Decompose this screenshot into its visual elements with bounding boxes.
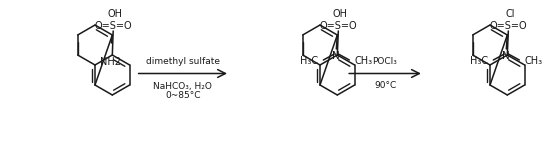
Text: NH2: NH2 xyxy=(100,57,121,67)
Text: 90°C: 90°C xyxy=(374,81,396,91)
Text: O=S=O: O=S=O xyxy=(490,21,527,31)
Text: O=S=O: O=S=O xyxy=(320,21,357,31)
Text: O=S=O: O=S=O xyxy=(94,21,132,31)
Text: N: N xyxy=(502,51,510,61)
Text: OH: OH xyxy=(333,9,348,19)
Text: OH: OH xyxy=(107,9,122,19)
Text: dimethyl sulfate: dimethyl sulfate xyxy=(146,56,220,66)
Text: H₃C: H₃C xyxy=(470,56,488,66)
Text: POCl₃: POCl₃ xyxy=(373,56,397,66)
Text: Cl: Cl xyxy=(506,9,515,19)
Text: 0~85°C: 0~85°C xyxy=(165,91,201,101)
Text: NaHCO₃, H₂O: NaHCO₃, H₂O xyxy=(153,81,212,91)
Text: CH₃: CH₃ xyxy=(524,56,542,66)
Text: N: N xyxy=(332,51,340,61)
Text: CH₃: CH₃ xyxy=(355,56,372,66)
Text: H₃C: H₃C xyxy=(300,56,319,66)
